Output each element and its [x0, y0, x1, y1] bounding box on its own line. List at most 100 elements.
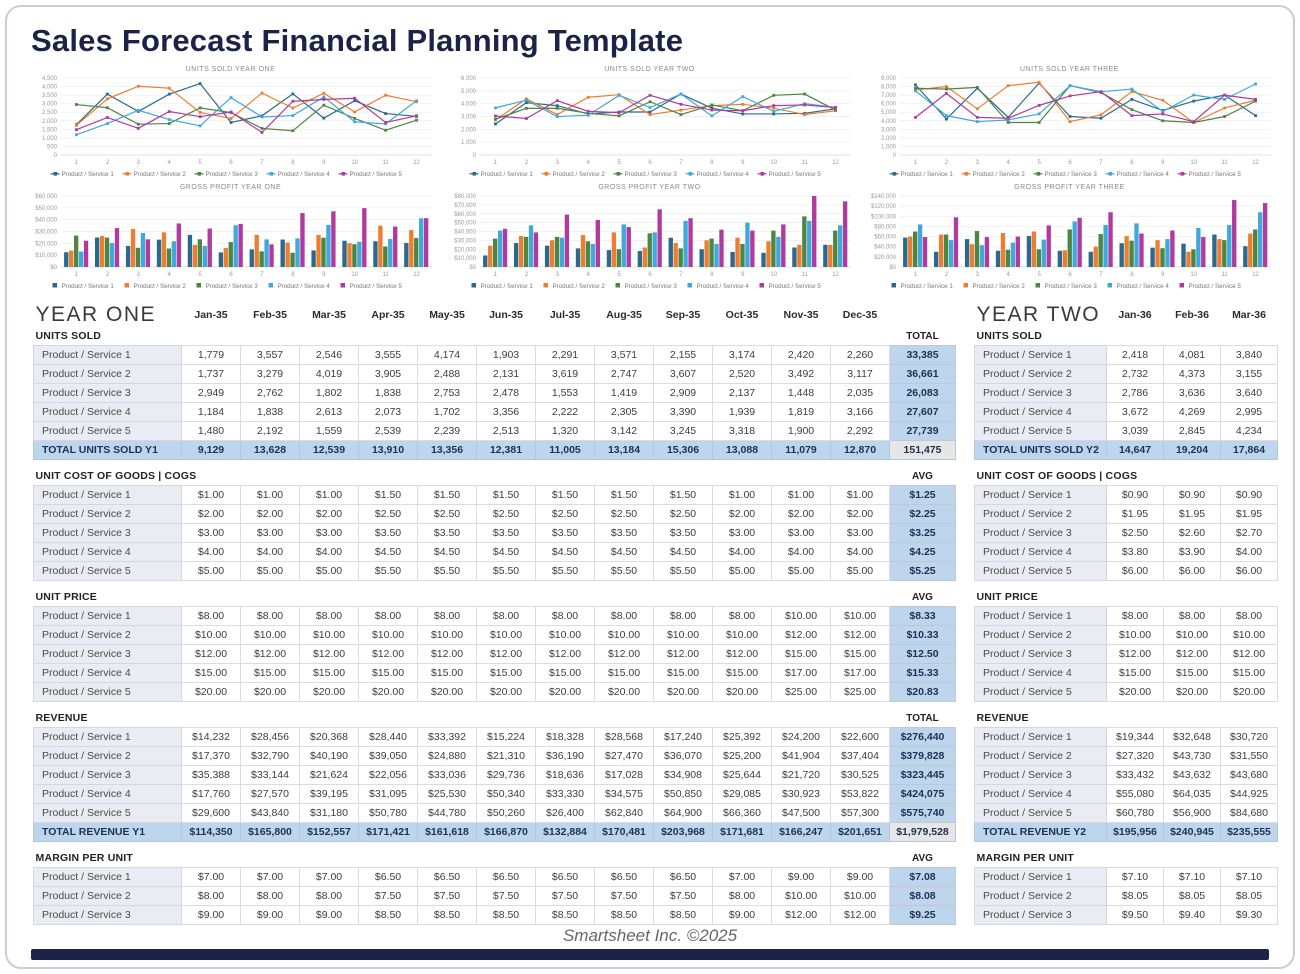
row-label[interactable]: Product / Service 4 — [974, 401, 1107, 422]
table-cell[interactable]: 3,166 — [830, 401, 890, 422]
table-cell[interactable]: $1.95 — [1106, 503, 1164, 524]
table-cell[interactable]: $62,840 — [594, 802, 654, 823]
table-cell[interactable]: $8.00 — [712, 605, 772, 626]
table-cell[interactable]: $0.90 — [1106, 484, 1164, 505]
row-label[interactable]: Product / Service 4 — [974, 541, 1107, 562]
row-label[interactable]: Product / Service 3 — [974, 522, 1107, 543]
row-total-cell[interactable]: $15.33 — [889, 662, 956, 683]
total-row-cell[interactable]: $165,800 — [240, 821, 300, 842]
table-cell[interactable]: $3.90 — [1163, 541, 1221, 562]
table-cell[interactable]: $53,822 — [830, 783, 890, 804]
table-cell[interactable]: $12.00 — [417, 643, 477, 664]
table-cell[interactable]: $8.00 — [358, 605, 418, 626]
table-cell[interactable]: $2.70 — [1220, 522, 1278, 543]
table-cell[interactable]: $2.00 — [240, 503, 300, 524]
total-row-cell[interactable]: 13,088 — [712, 439, 772, 460]
table-cell[interactable]: $2.00 — [299, 503, 359, 524]
table-cell[interactable]: $25,530 — [417, 783, 477, 804]
table-cell[interactable]: $56,900 — [1163, 802, 1221, 823]
table-cell[interactable]: $10.00 — [653, 624, 713, 645]
table-cell[interactable]: $66,360 — [712, 802, 772, 823]
total-row-cell[interactable]: $195,956 — [1106, 821, 1164, 842]
table-cell[interactable]: 4,174 — [417, 344, 477, 365]
table-cell[interactable]: $1.50 — [476, 484, 536, 505]
table-cell[interactable]: 3,279 — [240, 363, 300, 384]
total-row-cell[interactable]: $166,870 — [476, 821, 536, 842]
table-cell[interactable]: $8.50 — [594, 904, 654, 925]
table-cell[interactable]: $5.50 — [653, 560, 713, 581]
table-cell[interactable]: $4.50 — [594, 541, 654, 562]
table-cell[interactable]: $27,470 — [594, 745, 654, 766]
table-cell[interactable]: $20.00 — [712, 681, 772, 702]
row-label[interactable]: Product / Service 4 — [33, 783, 182, 804]
table-cell[interactable]: $32,790 — [240, 745, 300, 766]
table-cell[interactable]: 2,949 — [181, 382, 241, 403]
table-cell[interactable]: $29,736 — [476, 764, 536, 785]
table-cell[interactable]: $10.00 — [1220, 624, 1278, 645]
table-cell[interactable]: $3.50 — [476, 522, 536, 543]
table-cell[interactable]: $9.00 — [181, 904, 241, 925]
row-total-cell[interactable]: 33,385 — [889, 344, 956, 365]
table-cell[interactable]: 2,488 — [417, 363, 477, 384]
total-row-cell[interactable]: $132,884 — [535, 821, 595, 842]
table-cell[interactable]: $29,600 — [181, 802, 241, 823]
table-cell[interactable]: $4.00 — [299, 541, 359, 562]
table-cell[interactable]: $12.00 — [771, 904, 831, 925]
table-cell[interactable]: $60,780 — [1106, 802, 1164, 823]
table-cell[interactable]: $1.95 — [1163, 503, 1221, 524]
table-cell[interactable]: $4.00 — [771, 541, 831, 562]
total-row-cell[interactable]: 15,306 — [653, 439, 713, 460]
table-cell[interactable]: 2,539 — [358, 420, 418, 441]
table-cell[interactable]: $5.00 — [771, 560, 831, 581]
table-cell[interactable]: $20.00 — [535, 681, 595, 702]
table-cell[interactable]: $8.00 — [299, 605, 359, 626]
table-cell[interactable]: 2,762 — [240, 382, 300, 403]
table-cell[interactable]: $4.50 — [358, 541, 418, 562]
row-label[interactable]: Product / Service 5 — [974, 802, 1107, 823]
table-cell[interactable]: $57,300 — [830, 802, 890, 823]
total-row-cell[interactable]: $171,681 — [712, 821, 772, 842]
table-cell[interactable]: $15.00 — [240, 662, 300, 683]
table-cell[interactable]: $12.00 — [299, 643, 359, 664]
table-cell[interactable]: 1,939 — [712, 401, 772, 422]
table-cell[interactable]: $8.00 — [299, 885, 359, 906]
table-cell[interactable]: $3.00 — [240, 522, 300, 543]
table-cell[interactable]: $33,392 — [417, 726, 477, 747]
table-cell[interactable]: 1,737 — [181, 363, 241, 384]
table-cell[interactable]: $15.00 — [299, 662, 359, 683]
row-label[interactable]: Product / Service 5 — [974, 420, 1107, 441]
row-label[interactable]: Product / Service 3 — [974, 904, 1107, 925]
total-row-cell[interactable]: $170,481 — [594, 821, 654, 842]
table-cell[interactable]: $1.50 — [358, 484, 418, 505]
row-label[interactable]: Product / Service 1 — [33, 866, 182, 887]
row-label[interactable]: Product / Service 2 — [974, 885, 1107, 906]
table-cell[interactable]: $10.00 — [830, 605, 890, 626]
table-cell[interactable]: $1.95 — [1220, 503, 1278, 524]
table-cell[interactable]: $40,190 — [299, 745, 359, 766]
total-row-cell[interactable]: 17,864 — [1220, 439, 1278, 460]
row-label[interactable]: Product / Service 5 — [974, 681, 1107, 702]
table-cell[interactable]: $6.50 — [535, 866, 595, 887]
row-label[interactable]: Product / Service 3 — [33, 382, 182, 403]
table-cell[interactable]: 3,174 — [712, 344, 772, 365]
table-cell[interactable]: $31,550 — [1220, 745, 1278, 766]
table-cell[interactable]: $25,200 — [712, 745, 772, 766]
table-cell[interactable]: $28,568 — [594, 726, 654, 747]
table-cell[interactable]: 3,390 — [653, 401, 713, 422]
table-cell[interactable]: $12.00 — [594, 643, 654, 664]
table-cell[interactable]: 2,513 — [476, 420, 536, 441]
table-cell[interactable]: 2,291 — [535, 344, 595, 365]
table-cell[interactable]: $20,368 — [299, 726, 359, 747]
table-cell[interactable]: 2,292 — [830, 420, 890, 441]
table-cell[interactable]: $9.00 — [830, 866, 890, 887]
table-cell[interactable]: $31,180 — [299, 802, 359, 823]
row-total-cell[interactable]: $1.25 — [889, 484, 956, 505]
table-cell[interactable]: $7.50 — [594, 885, 654, 906]
row-total-cell[interactable]: $575,740 — [889, 802, 956, 823]
table-cell[interactable]: $10.00 — [476, 624, 536, 645]
table-cell[interactable]: 3,492 — [771, 363, 831, 384]
table-cell[interactable]: 1,779 — [181, 344, 241, 365]
table-cell[interactable]: $7.10 — [1220, 866, 1278, 887]
row-total-cell[interactable]: $5.25 — [889, 560, 956, 581]
table-cell[interactable]: $41,904 — [771, 745, 831, 766]
